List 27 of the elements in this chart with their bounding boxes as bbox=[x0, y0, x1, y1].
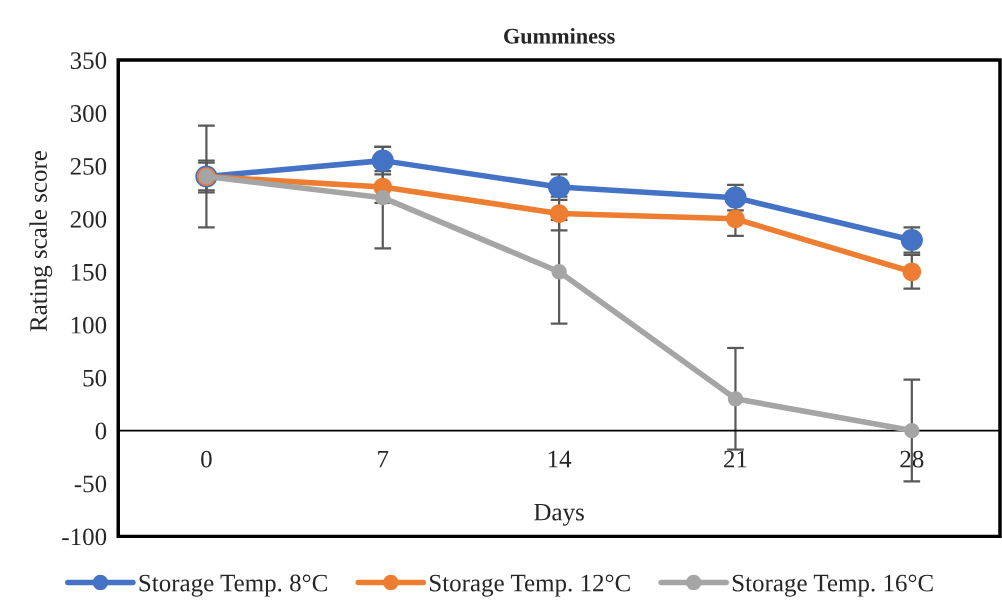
legend-label: Storage Temp. 16°C bbox=[732, 574, 933, 597]
y-tick-label: 50 bbox=[83, 369, 107, 387]
y-tick-label: -100 bbox=[62, 528, 107, 546]
point bbox=[902, 262, 922, 282]
point bbox=[726, 209, 745, 229]
x-tick-label: 14 bbox=[548, 450, 572, 468]
x-tick-label: 21 bbox=[724, 450, 747, 468]
y-tick-label: 350 bbox=[70, 52, 107, 69]
y-tick-label: 300 bbox=[70, 105, 107, 122]
y-tick-label: -50 bbox=[74, 475, 107, 493]
y-tick-label: 200 bbox=[70, 210, 107, 228]
x-axis-title: Days bbox=[534, 503, 584, 526]
point bbox=[727, 391, 744, 407]
point bbox=[549, 204, 569, 223]
y-tick-label: 250 bbox=[70, 157, 107, 175]
point bbox=[375, 190, 391, 206]
legend-label: Storage Temp. 12°C bbox=[429, 574, 630, 597]
chart-title: Gumminess bbox=[504, 27, 615, 44]
y-tick-label: 100 bbox=[71, 316, 107, 334]
x-tick-label: 7 bbox=[378, 450, 389, 468]
y-tick-label: 150 bbox=[71, 263, 107, 281]
y-axis-title: Rating scale score bbox=[29, 151, 53, 332]
point bbox=[551, 264, 567, 280]
legend-label: Storage Temp. 8°C bbox=[139, 574, 327, 597]
y-tick-label: 0 bbox=[95, 422, 107, 440]
x-tick-label: 0 bbox=[201, 450, 212, 468]
point bbox=[904, 422, 920, 439]
